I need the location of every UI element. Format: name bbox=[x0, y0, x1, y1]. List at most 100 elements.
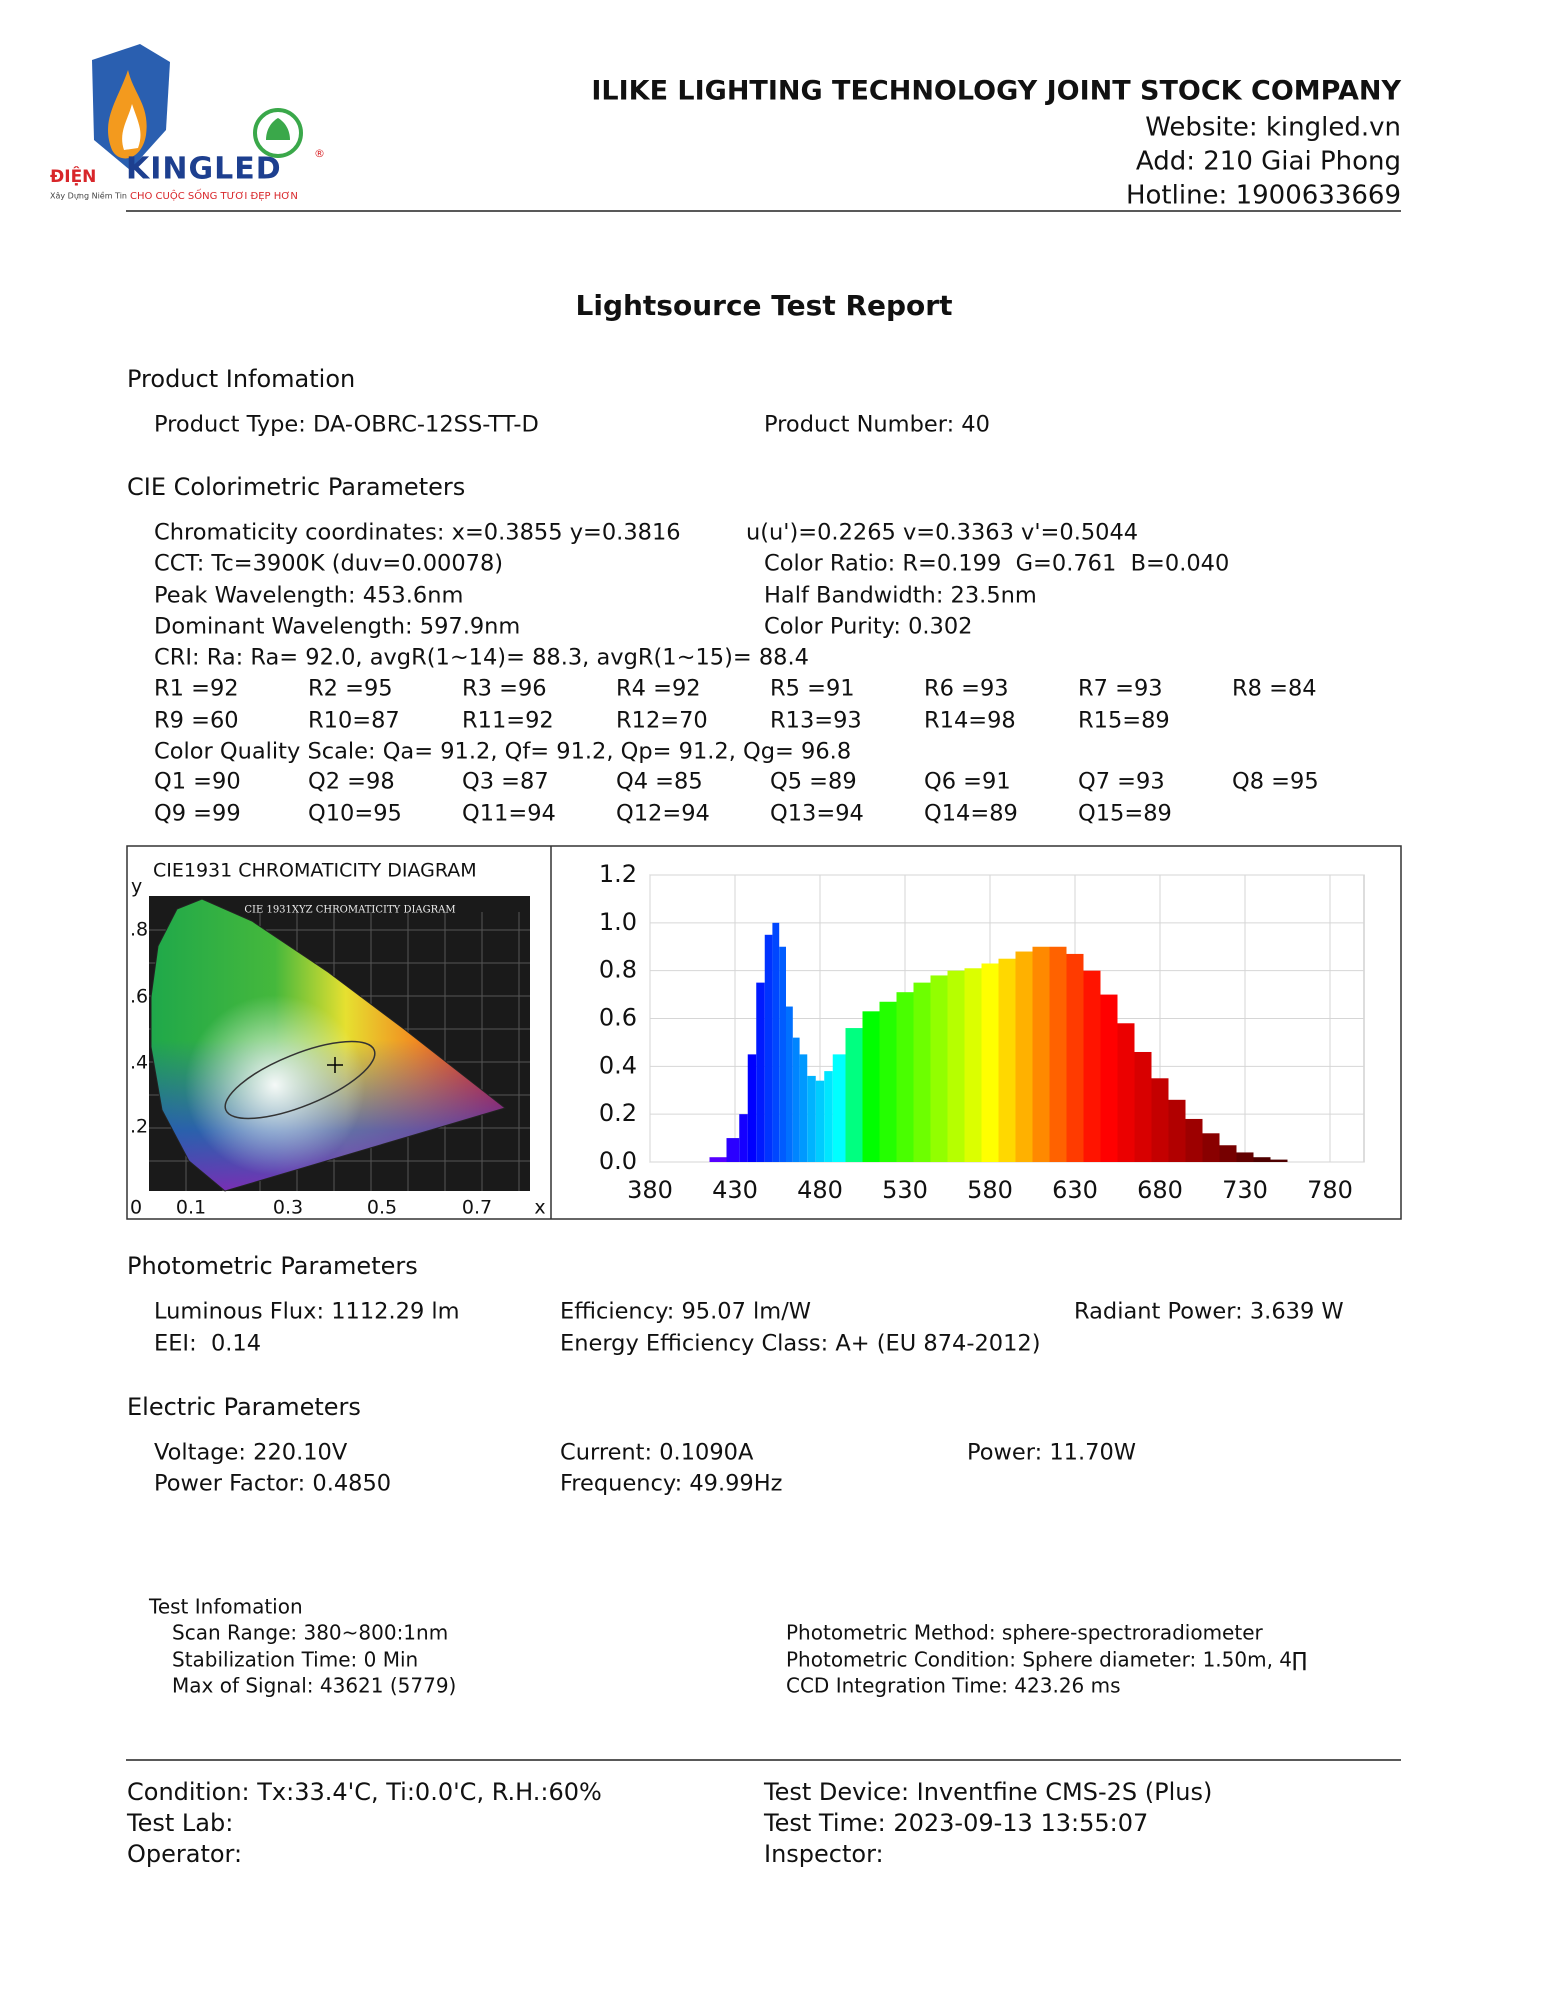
spectrum-bar bbox=[1100, 994, 1118, 1162]
text: Power: 11.70W bbox=[967, 1440, 1136, 1466]
text: Power Factor: 0.4850 bbox=[154, 1471, 391, 1497]
text: .4 bbox=[130, 1052, 148, 1074]
text: Hotline: 1900633669 bbox=[1126, 181, 1401, 211]
text: CIE Colorimetric Parameters bbox=[127, 473, 465, 501]
spectrum-bar bbox=[786, 1006, 793, 1162]
text: Q8 =95 bbox=[1232, 769, 1319, 795]
spectrum-bar bbox=[824, 1071, 833, 1162]
spectrum-bar bbox=[747, 1054, 757, 1162]
text: 0.5 bbox=[367, 1197, 397, 1219]
spectrum-bar bbox=[792, 1037, 800, 1162]
text: 0.7 bbox=[462, 1197, 492, 1219]
text: Electric Parameters bbox=[127, 1393, 361, 1421]
spectrum-bar bbox=[815, 1080, 825, 1162]
spectrum-bar bbox=[879, 1001, 897, 1162]
text: Xây Dựng Niềm Tin bbox=[50, 191, 127, 202]
text: KINGLED bbox=[126, 152, 282, 187]
text: Peak Wavelength: 453.6nm bbox=[154, 583, 463, 609]
text: Color Purity: 0.302 bbox=[764, 614, 972, 640]
text: Luminous Flux: 1112.29 lm bbox=[154, 1299, 460, 1325]
text: Chromaticity coordinates: x=0.3855 y=0.3… bbox=[154, 520, 681, 546]
text: Q7 =93 bbox=[1078, 769, 1165, 795]
text: Q5 =89 bbox=[770, 769, 857, 795]
text: ILIKE LIGHTING TECHNOLOGY JOINT STOCK CO… bbox=[591, 76, 1401, 107]
text: Photometric Parameters bbox=[127, 1252, 418, 1280]
text: Dominant Wavelength: 597.9nm bbox=[154, 614, 520, 640]
text: 0.0 bbox=[599, 1147, 637, 1175]
text: Efficiency: 95.07 lm/W bbox=[560, 1299, 811, 1325]
text: CIE1931 CHROMATICITY DIAGRAM bbox=[153, 860, 477, 882]
text: 380 bbox=[627, 1176, 673, 1204]
cie-planck-region bbox=[224, 1040, 376, 1120]
chart-frame bbox=[126, 845, 1402, 1220]
spectrum-bar bbox=[779, 946, 786, 1162]
text: Q10=95 bbox=[308, 801, 402, 827]
spectrum-bar bbox=[1083, 970, 1101, 1162]
text: R12=70 bbox=[616, 708, 708, 734]
text: Current: 0.1090A bbox=[560, 1440, 754, 1466]
spectrum-bar bbox=[981, 963, 999, 1162]
text: ĐIỆN bbox=[50, 165, 96, 187]
text: R5 =91 bbox=[770, 676, 855, 702]
text: CHO CUỘC SỐNG TƯƠI ĐẸP HƠN bbox=[130, 188, 298, 202]
spectrum-bar bbox=[1151, 1078, 1169, 1162]
text: Q9 =99 bbox=[154, 801, 241, 827]
spectrum-bar bbox=[998, 958, 1016, 1162]
text: y bbox=[131, 876, 142, 898]
text: R13=93 bbox=[770, 708, 862, 734]
cie-point bbox=[327, 1057, 343, 1073]
text: 530 bbox=[882, 1176, 928, 1204]
text: .8 bbox=[130, 919, 148, 941]
text: Q13=94 bbox=[770, 801, 864, 827]
text: Stabilization Time: 0 Min bbox=[172, 1648, 418, 1672]
spectrum-bar bbox=[709, 1157, 727, 1162]
spectrum-bar bbox=[896, 992, 914, 1162]
spectrum-bar bbox=[1270, 1159, 1288, 1162]
text: EEI: 0.14 bbox=[154, 1331, 261, 1357]
text: u(u')=0.2265 v=0.3363 v'=0.5044 bbox=[746, 520, 1138, 546]
text: R3 =96 bbox=[462, 676, 547, 702]
spectrum-bar bbox=[764, 934, 773, 1162]
text: R11=92 bbox=[462, 708, 554, 734]
text: 0 bbox=[130, 1197, 142, 1219]
logo-leaf bbox=[266, 118, 290, 140]
text: CCT: Tc=3900K (duv=0.00078) bbox=[154, 551, 503, 577]
text: 1.2 bbox=[599, 860, 637, 888]
text: Energy Efficiency Class: A+ (EU 874-2012… bbox=[560, 1331, 1041, 1357]
spectrum-bar bbox=[799, 1054, 808, 1162]
text: Frequency: 49.99Hz bbox=[560, 1471, 782, 1497]
text: R10=87 bbox=[308, 708, 400, 734]
spectrum-bar bbox=[964, 968, 982, 1162]
text: R14=98 bbox=[924, 708, 1016, 734]
text: R4 =92 bbox=[616, 676, 701, 702]
text: 0.4 bbox=[599, 1051, 637, 1079]
text: R9 =60 bbox=[154, 708, 239, 734]
spectrum-bar bbox=[1032, 946, 1050, 1162]
text: Product Type: DA-OBRC-12SS-TT-D bbox=[154, 412, 539, 438]
spectrum-bar bbox=[862, 1011, 880, 1162]
text: Half Bandwidth: 23.5nm bbox=[764, 583, 1037, 609]
text: 0.6 bbox=[599, 1004, 637, 1032]
text: Color Quality Scale: Qa= 91.2, Qf= 91.2,… bbox=[154, 739, 851, 765]
text: R8 =84 bbox=[1232, 676, 1317, 702]
text: Q2 =98 bbox=[308, 769, 395, 795]
text: Q14=89 bbox=[924, 801, 1018, 827]
text: 0.2 bbox=[599, 1099, 637, 1127]
text: Test Infomation bbox=[148, 1595, 303, 1619]
spectrum-bar bbox=[1202, 1133, 1220, 1162]
text: Q3 =87 bbox=[462, 769, 549, 795]
text: Website: kingled.vn bbox=[1145, 113, 1401, 143]
text: Q1 =90 bbox=[154, 769, 241, 795]
spectrum-bar bbox=[739, 1114, 748, 1162]
spectrum-bar bbox=[756, 982, 765, 1162]
text: CIE 1931XYZ CHROMATICITY DIAGRAM bbox=[244, 905, 455, 916]
logo-circle bbox=[253, 108, 303, 158]
spectrum-bar bbox=[845, 1028, 863, 1162]
text: Inspector: bbox=[764, 1840, 884, 1868]
text: Radiant Power: 3.639 W bbox=[1074, 1299, 1344, 1325]
spectrum-bar bbox=[1117, 1023, 1135, 1162]
text: CCD Integration Time: 423.26 ms bbox=[786, 1674, 1121, 1698]
text: 0.3 bbox=[273, 1197, 303, 1219]
text: R2 =95 bbox=[308, 676, 393, 702]
